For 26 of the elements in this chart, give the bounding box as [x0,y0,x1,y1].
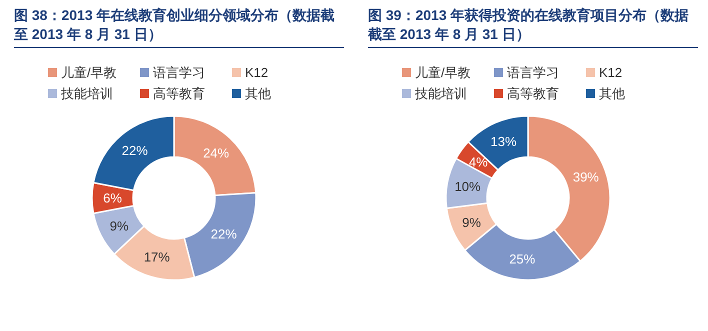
legend-label: 技能培训 [60,85,114,103]
data-label: 4% [468,154,488,170]
legend-label: 高等教育 [506,85,560,103]
data-label: 9% [110,218,130,234]
data-label: 22% [210,226,238,242]
data-label: 10% [454,178,482,194]
data-label: 9% [462,214,482,230]
legend-label: 语言学习 [506,64,560,82]
legend-label: 其他 [598,85,626,103]
legend-label: 技能培训 [414,85,468,103]
data-label: 22% [122,143,148,158]
data-label: 24% [203,146,230,161]
legend-label: 其他 [244,85,272,103]
chart-title: 图 38：2013 年在线教育创业细分领域分布（数据截至 2013 年 8 月 31 日） [14,6,344,48]
data-label: 25% [509,252,536,267]
data-label: 39% [572,170,600,185]
legend-label: 儿童/早教 [60,64,118,82]
data-label: 6% [103,190,122,206]
data-label: 17% [144,250,170,265]
data-label: 13% [490,134,518,150]
legend-label: 儿童/早教 [414,64,472,82]
legend-label: 高等教育 [152,85,206,103]
legend-label: 语言学习 [152,64,206,82]
legend-label: K12 [244,65,270,82]
legend-label: K12 [598,65,624,82]
chart-title: 图 39：2013 年获得投资的在线教育项目分布（数据截至 2013 年 8 月 31 日） [368,6,698,48]
